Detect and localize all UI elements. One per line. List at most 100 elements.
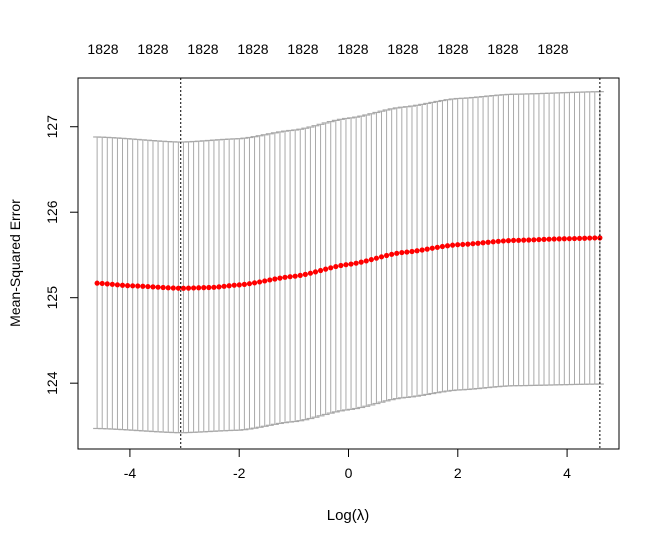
mean-error-point (358, 259, 364, 265)
mean-error-point (135, 283, 141, 289)
mean-error-point (114, 282, 121, 288)
mean-error-point (343, 262, 349, 268)
mean-error-point (516, 237, 522, 243)
y-tick-label: 124 (44, 371, 60, 395)
mean-error-point (130, 283, 136, 289)
mean-error-point (373, 255, 380, 261)
mean-error-point (251, 280, 258, 286)
mean-error-point (124, 283, 131, 289)
x-tick-label: -2 (233, 465, 246, 481)
mean-error-point (282, 274, 288, 280)
mean-error-point (160, 284, 166, 291)
mean-error-point (201, 285, 207, 291)
mean-error-point (475, 240, 481, 246)
mean-error-point (231, 282, 237, 288)
mean-error-point (292, 273, 298, 279)
x-tick-label: -4 (124, 465, 137, 481)
mean-error-point (99, 280, 105, 287)
mean-error-point (257, 279, 263, 285)
top-axis-label: 1828 (137, 41, 168, 57)
mean-error-point (389, 251, 395, 257)
mean-error-point (419, 247, 425, 253)
error-bars (93, 91, 604, 434)
mean-error-point (546, 236, 552, 242)
mean-error-point (414, 248, 420, 254)
lambda-reference-lines (180, 78, 601, 449)
mean-error-point (505, 238, 512, 244)
mean-error-point (383, 252, 390, 259)
y-tick-label: 125 (44, 286, 60, 310)
mean-error-point (566, 236, 573, 242)
mean-error-point (404, 249, 410, 255)
mean-error-point (338, 262, 344, 269)
mean-error-point (394, 250, 400, 256)
mean-error-point (399, 249, 405, 256)
mean-error-point (246, 281, 253, 287)
mean-error-point (368, 256, 374, 263)
mean-error-point (155, 284, 161, 290)
top-axis-nonzero-counts: 1828 1828 1828 1828 1828 1828 1828 1828 1828 1828 (87, 41, 568, 57)
mean-error-point (333, 263, 339, 270)
mean-error-point (363, 258, 369, 264)
top-axis-label: 1828 (237, 41, 268, 57)
mean-error-point (576, 235, 583, 242)
mean-error-point (140, 283, 146, 289)
mean-error-point (196, 285, 202, 291)
mean-error-point (470, 241, 476, 247)
mean-error-point (262, 278, 268, 284)
top-axis-label: 1828 (337, 41, 368, 57)
mean-error-point (302, 271, 308, 277)
top-axis-label: 1828 (437, 41, 468, 57)
mean-error-point (191, 285, 197, 291)
top-axis-label: 1828 (537, 41, 568, 57)
mean-error-point (424, 246, 430, 252)
mean-error-point (226, 283, 232, 289)
mean-error-point (145, 283, 151, 290)
mean-error-point (561, 236, 567, 242)
mean-error-point (592, 235, 598, 241)
mean-error-point (409, 248, 415, 255)
mean-error-point (348, 261, 354, 267)
mean-error-point (175, 285, 181, 291)
mean-error-point (236, 282, 242, 288)
mean-error-point (444, 243, 451, 249)
mean-error-point (241, 281, 247, 287)
mean-error-point (490, 239, 496, 245)
mean-error-point (536, 236, 542, 243)
mean-error-point (500, 238, 506, 244)
mean-error-point (150, 284, 156, 290)
mean-error-point (480, 240, 486, 246)
mean-error-point (277, 275, 283, 281)
mean-error-point (206, 284, 212, 291)
mean-error-point (378, 254, 385, 260)
mean-error-point (272, 276, 278, 282)
mean-error-point (587, 235, 593, 241)
mean-error-point (328, 265, 334, 271)
mean-error-point (216, 284, 222, 290)
mean-error-point (526, 237, 532, 243)
mean-error-point (109, 281, 115, 287)
mean-error-point (297, 272, 303, 278)
y-axis: 124 125 126 127 (44, 115, 78, 395)
mean-error-point (541, 236, 547, 242)
mean-error-point (323, 266, 329, 272)
mean-error-point (571, 235, 578, 242)
mean-error-points (94, 235, 603, 291)
mean-error-point (455, 242, 461, 248)
mean-error-point (312, 269, 319, 275)
mean-error-point (551, 236, 557, 242)
mean-error-point (185, 285, 192, 291)
mean-error-point (597, 235, 603, 241)
mean-error-point (317, 267, 324, 274)
y-tick-label: 126 (44, 200, 60, 224)
top-axis-label: 1828 (387, 41, 418, 57)
x-axis-label: Log(λ) (327, 507, 370, 524)
top-axis-label: 1828 (287, 41, 318, 57)
mean-error-point (521, 237, 527, 243)
mean-error-point (429, 245, 435, 251)
mean-error-point (434, 244, 440, 250)
mean-error-point (267, 277, 273, 283)
x-tick-label: 2 (454, 465, 462, 481)
x-tick-label: 0 (345, 465, 353, 481)
